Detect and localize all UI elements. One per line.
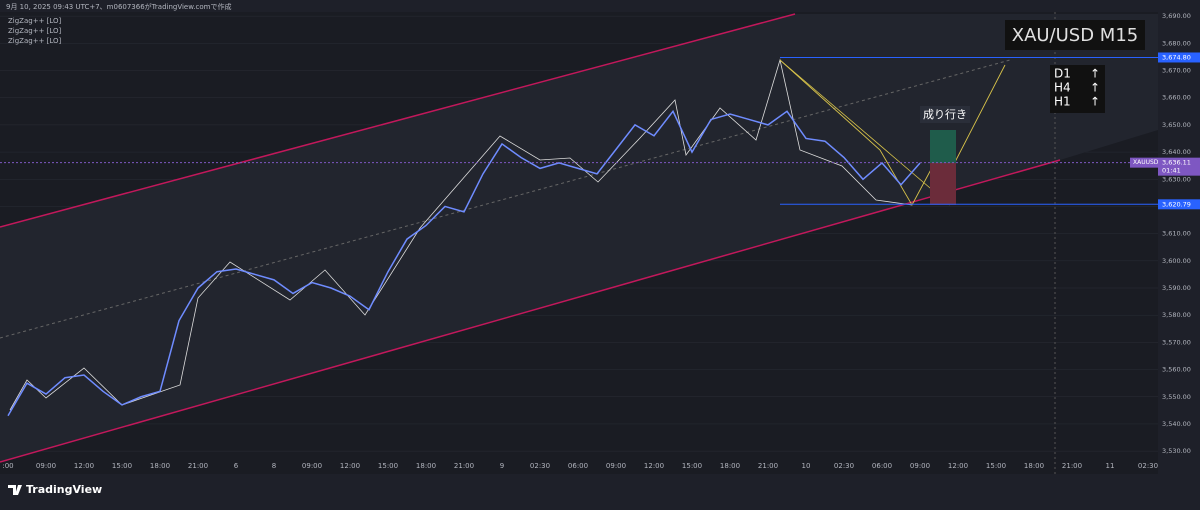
- projection: [779, 59, 951, 206]
- y-tick-label: 3,550.00: [1162, 393, 1191, 401]
- x-tick-label: 02:30: [1138, 462, 1158, 470]
- current-tag: [1158, 157, 1200, 176]
- price-level-label: 3,620.79: [1162, 200, 1191, 208]
- x-tick-label: 21:00: [454, 462, 474, 470]
- y-tick-label: 3,570.00: [1162, 338, 1191, 346]
- countdown: 01:41: [1162, 167, 1181, 175]
- channel-upper: [0, 13, 796, 228]
- y-tick-label: 3,630.00: [1162, 175, 1191, 183]
- y-tick-label: 3,680.00: [1162, 39, 1191, 47]
- x-tick-label: 15:00: [682, 462, 702, 470]
- x-tick-label: 09:00: [606, 462, 626, 470]
- brand-logo: [8, 485, 22, 495]
- y-tick-label: 3,530.00: [1162, 447, 1191, 455]
- x-tick-label: 06:00: [872, 462, 892, 470]
- x-tick-label: 06:00: [568, 462, 588, 470]
- position-profit: [930, 130, 956, 163]
- channel-lower: [0, 159, 1061, 463]
- symbol-tag: [1130, 157, 1158, 168]
- trend-arrow: ↑: [1090, 81, 1100, 95]
- x-tick-label: 09:00: [302, 462, 322, 470]
- x-tick-label: 12:00: [74, 462, 94, 470]
- x-tick-label: 11: [1106, 462, 1115, 470]
- x-tick-label: 18:00: [1024, 462, 1044, 470]
- title-box: [1005, 20, 1145, 50]
- x-tick-label: 12:00: [340, 462, 360, 470]
- price-level-tag: [1158, 52, 1200, 63]
- y-tick-label: 3,600.00: [1162, 257, 1191, 265]
- price-level-tag: [1158, 199, 1200, 210]
- brand[interactable]: TradingView: [26, 483, 102, 496]
- x-tick-label: 12:00: [644, 462, 664, 470]
- y-tick-label: 3,670.00: [1162, 67, 1191, 75]
- trend-box: [1050, 65, 1105, 113]
- x-tick-label: 18:00: [416, 462, 436, 470]
- price-level-label: 3,674.80: [1162, 53, 1191, 61]
- price-line: [7, 109, 921, 417]
- channel-mid: [0, 59, 1011, 339]
- y-tick-label: 3,540.00: [1162, 420, 1191, 428]
- trend-arrow: ↑: [1090, 95, 1100, 109]
- y-tick-label: 3,580.00: [1162, 311, 1191, 319]
- y-tick-label: 3,690.00: [1162, 12, 1191, 20]
- y-tick-label: 3,610.00: [1162, 230, 1191, 238]
- x-tick-label: 21:00: [758, 462, 778, 470]
- x-tick-label: :00: [2, 462, 13, 470]
- indicator: ZigZag++ [LO]: [8, 17, 62, 25]
- x-tick-label: 8: [272, 462, 276, 470]
- x-tick-label: 15:00: [112, 462, 132, 470]
- y-tick-label: 3,590.00: [1162, 284, 1191, 292]
- y-tick-label: 3,560.00: [1162, 366, 1191, 374]
- caption: 9月 10, 2025 09:43 UTC+7、m0607366がTrading…: [6, 2, 232, 11]
- projection: [779, 59, 1006, 206]
- zigzag: [9, 58, 913, 411]
- y-tick-label: 3,640.00: [1162, 148, 1191, 156]
- x-tick-label: 18:00: [150, 462, 170, 470]
- x-tick-label: 21:00: [1062, 462, 1082, 470]
- x-tick-label: 02:30: [834, 462, 854, 470]
- x-tick-label: 09:00: [36, 462, 56, 470]
- price-axis: [1158, 0, 1200, 506]
- timeframe: H4: [1054, 81, 1071, 95]
- channel-fill: [0, 14, 1158, 462]
- x-tick-label: 02:30: [530, 462, 550, 470]
- trend-arrow: ↑: [1090, 67, 1100, 81]
- chart-title: XAU/USD M15: [1012, 25, 1139, 46]
- indicator: ZigZag++ [LO]: [8, 27, 62, 35]
- x-tick-label: 6: [234, 462, 239, 470]
- x-tick-label: 18:00: [720, 462, 740, 470]
- position-loss: [930, 163, 956, 205]
- symbol: XAUUSD: [1133, 159, 1159, 166]
- timeframe: D1: [1054, 67, 1071, 81]
- x-tick-label: 9: [500, 462, 504, 470]
- indicator: ZigZag++ [LO]: [8, 37, 62, 45]
- x-tick-label: 10: [802, 462, 811, 470]
- x-tick-label: 21:00: [188, 462, 208, 470]
- x-tick-label: 09:00: [910, 462, 930, 470]
- order-note-box: [920, 106, 970, 123]
- x-tick-label: 15:00: [378, 462, 398, 470]
- x-tick-label: 15:00: [986, 462, 1006, 470]
- timeframe: H1: [1054, 95, 1071, 109]
- footer: [0, 474, 1200, 506]
- y-tick-label: 3,660.00: [1162, 94, 1191, 102]
- x-tick-label: 12:00: [948, 462, 968, 470]
- y-tick-label: 3,650.00: [1162, 121, 1191, 129]
- order-note: 成り行き: [923, 108, 967, 121]
- current-label: 3,636.11: [1162, 159, 1191, 167]
